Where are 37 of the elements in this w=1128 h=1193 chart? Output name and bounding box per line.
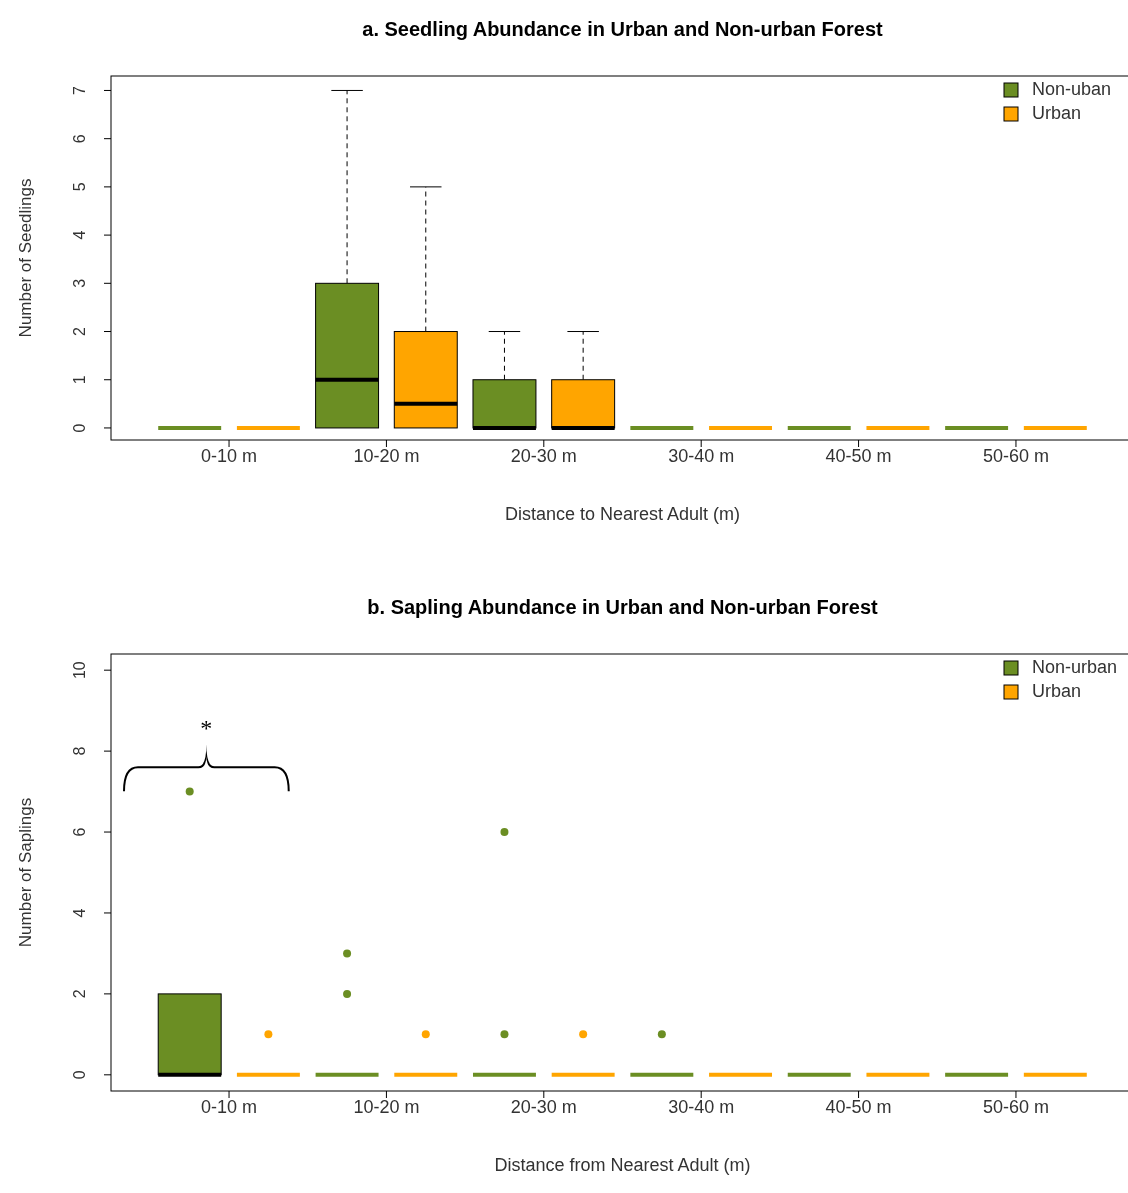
y-tick-label: 8: [71, 746, 89, 756]
y-tick-label: 0: [71, 423, 89, 433]
x-tick-label: 20-30 m: [510, 446, 577, 466]
y-tick-label: 7: [71, 85, 89, 95]
y-tick-label: 5: [71, 182, 89, 192]
y-axis-title: Number of Saplings: [16, 797, 35, 948]
x-tick-label: 0-10 m: [201, 446, 258, 466]
x-tick-label: 0-10 m: [201, 1097, 258, 1117]
y-tick-label: 2: [71, 326, 89, 336]
y-tick-label: 2: [71, 989, 89, 999]
x-tick-label: 20-30 m: [510, 1097, 577, 1117]
legend-label: Urban: [1032, 102, 1082, 123]
x-tick-label: 50-60 m: [982, 446, 1049, 466]
y-tick-label: 6: [71, 827, 89, 837]
y-axis-title: Number of Seedlings: [16, 178, 35, 338]
annotation: *: [200, 715, 213, 742]
y-tick-label: 4: [71, 908, 89, 918]
legend-label: Non-uban: [1032, 78, 1112, 99]
x-tick-label: 50-60 m: [982, 1097, 1049, 1117]
x-tick-label: 30-40 m: [668, 1097, 735, 1117]
y-tick-label: 4: [71, 230, 89, 240]
x-axis-title: Distance to Nearest Adult (m): [504, 504, 741, 524]
y-tick-label: 0: [71, 1070, 89, 1080]
y-tick-label: 1: [71, 375, 89, 385]
legend-label: Urban: [1032, 680, 1082, 701]
x-axis-title: Distance from Nearest Adult (m): [494, 1155, 751, 1175]
x-tick-label: 40-50 m: [825, 446, 892, 466]
y-tick-label: 6: [71, 134, 89, 144]
y-tick-label: 10: [71, 661, 89, 680]
x-tick-label: 40-50 m: [825, 1097, 892, 1117]
legend-label: Non-urban: [1032, 656, 1118, 677]
x-tick-label: 10-20 m: [353, 446, 420, 466]
x-tick-label: 30-40 m: [668, 446, 735, 466]
x-tick-label: 10-20 m: [353, 1097, 420, 1117]
chart-title: b. Sapling Abundance in Urban and Non-urban Forest: [367, 596, 879, 618]
chart-title: a. Seedling Abundance in Urban and Non-urban Forest: [362, 18, 884, 40]
y-tick-label: 3: [71, 278, 89, 288]
